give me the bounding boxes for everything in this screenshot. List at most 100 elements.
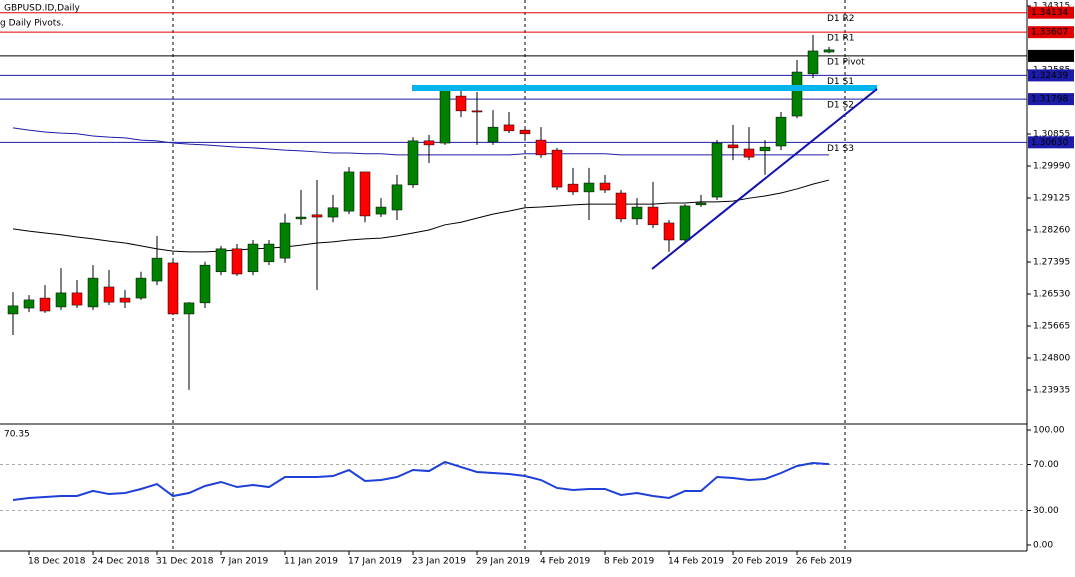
indicator-line — [12, 460, 830, 502]
price-tag — [1028, 136, 1074, 149]
price-tag-label: 1.31798 — [1031, 95, 1068, 105]
candle-body — [71, 292, 83, 306]
x-tick-label: 17 Jan 2019 — [348, 557, 402, 567]
candle-body — [343, 171, 355, 212]
candle-body — [487, 126, 499, 143]
price-tag-label: 1.30630 — [1031, 138, 1068, 148]
x-tick-label: 11 Jan 2019 — [284, 557, 338, 567]
candle-body — [503, 124, 515, 132]
candle-body — [359, 171, 371, 217]
x-tick-label: 8 Feb 2019 — [604, 557, 655, 567]
candle-body — [711, 142, 723, 198]
candle-body — [199, 264, 211, 304]
candle-body — [215, 248, 227, 273]
chart-title: GBPUSD.ID,Daily — [4, 4, 81, 14]
candle-body — [231, 248, 243, 275]
x-tick-label: 24 Dec 2018 — [92, 557, 150, 567]
layers: 1.343151.325851.308551.299901.291251.282… — [0, 1, 1070, 567]
y-tick-label: 1.26530 — [1033, 289, 1070, 299]
y-tick-label: 1.34315 — [1033, 1, 1070, 11]
candle-body — [375, 206, 387, 215]
candle-body — [327, 207, 339, 218]
x-tick-label: 29 Jan 2019 — [476, 557, 530, 567]
panels — [0, 0, 1028, 552]
candle-body — [695, 202, 707, 206]
candle-body — [791, 71, 803, 117]
y-tick-label: 100.00 — [1033, 426, 1065, 436]
candle-body — [39, 297, 51, 312]
candle-body — [295, 216, 307, 220]
x-tick-label: 4 Feb 2019 — [540, 557, 591, 567]
price-tag-label: 1.34134 — [1031, 8, 1068, 18]
pivot-label: D1 S3 — [827, 144, 854, 154]
y-tick-label: 1.25665 — [1033, 321, 1070, 331]
candle-body — [279, 222, 291, 259]
price-tag — [1028, 69, 1074, 82]
y-tick-label: 1.28260 — [1033, 225, 1070, 235]
x-tick-label: 14 Feb 2019 — [668, 557, 724, 567]
y-tick-label: 1.24800 — [1033, 353, 1070, 363]
candle-body — [551, 149, 563, 188]
x-tick-label: 20 Feb 2019 — [732, 557, 788, 567]
moving-average — [12, 179, 830, 253]
candle-body — [663, 222, 675, 241]
candle-body — [167, 262, 179, 315]
candle-body — [679, 205, 691, 241]
candle-body — [87, 277, 99, 308]
price-tag-label: 1.32966 — [1031, 51, 1068, 61]
price-tag — [1028, 6, 1074, 19]
price-tag — [1028, 93, 1074, 106]
y-tick-label: 1.29990 — [1033, 161, 1070, 171]
candle-body — [759, 146, 771, 152]
moving-average — [12, 127, 829, 156]
candle-body — [391, 184, 403, 211]
x-tick-label: 26 Feb 2019 — [796, 557, 852, 567]
pivot-label: D1 R1 — [827, 34, 855, 44]
candle-body — [407, 140, 419, 186]
price-tag-label: 1.32439 — [1031, 71, 1068, 81]
candle-body — [103, 286, 115, 303]
price-tag-label: 1.33607 — [1031, 28, 1068, 38]
candle-body — [439, 88, 451, 144]
y-tick-label: 1.30855 — [1033, 129, 1070, 139]
candle-body — [135, 277, 147, 299]
tags: 1.34134 1.33607 1.32966 1.32439 1.31798 1.306… — [1028, 6, 1074, 149]
candle-body — [535, 139, 547, 156]
trend-line — [651, 88, 878, 270]
candle-body — [247, 243, 259, 273]
candle-body — [727, 144, 739, 149]
candle-body — [647, 206, 659, 226]
candle-body — [519, 129, 531, 135]
candle-body — [23, 299, 35, 309]
x-tick-label: 18 Dec 2018 — [28, 557, 86, 567]
x-tick-label: 31 Dec 2018 — [156, 557, 214, 567]
candle-body — [807, 50, 819, 75]
candle-body — [823, 49, 835, 53]
candle-body — [599, 182, 611, 191]
pivot-label: D1 R2 — [827, 14, 855, 24]
y-tick-label: 30.00 — [1033, 506, 1059, 516]
x-tick-label: 23 Jan 2019 — [412, 557, 466, 567]
candle-body — [567, 183, 579, 193]
y-tick-label: 1.23935 — [1033, 385, 1070, 395]
x-tick-label: 7 Jan 2019 — [220, 557, 268, 567]
candle-body — [55, 292, 67, 308]
candle-body — [119, 297, 131, 303]
y-tick-label: 0.00 — [1033, 541, 1053, 551]
candle-body — [615, 192, 627, 220]
candle-body — [7, 305, 19, 315]
candle-body — [263, 243, 275, 263]
pivot-label: D1 Pivot — [827, 57, 865, 67]
pivot-label: D1 S2 — [827, 101, 854, 111]
candle-body — [471, 110, 483, 113]
price-tag — [1028, 49, 1074, 62]
candle-body — [455, 95, 467, 112]
y-tick-label: 70.00 — [1033, 460, 1059, 470]
y-tick-label: 1.27395 — [1033, 257, 1070, 267]
y-tick-label: 1.29125 — [1033, 193, 1070, 203]
candle-body — [775, 116, 787, 147]
candle-body — [423, 140, 435, 146]
candle-body — [743, 148, 755, 158]
price-tag — [1028, 26, 1074, 39]
candle-body — [311, 214, 323, 218]
